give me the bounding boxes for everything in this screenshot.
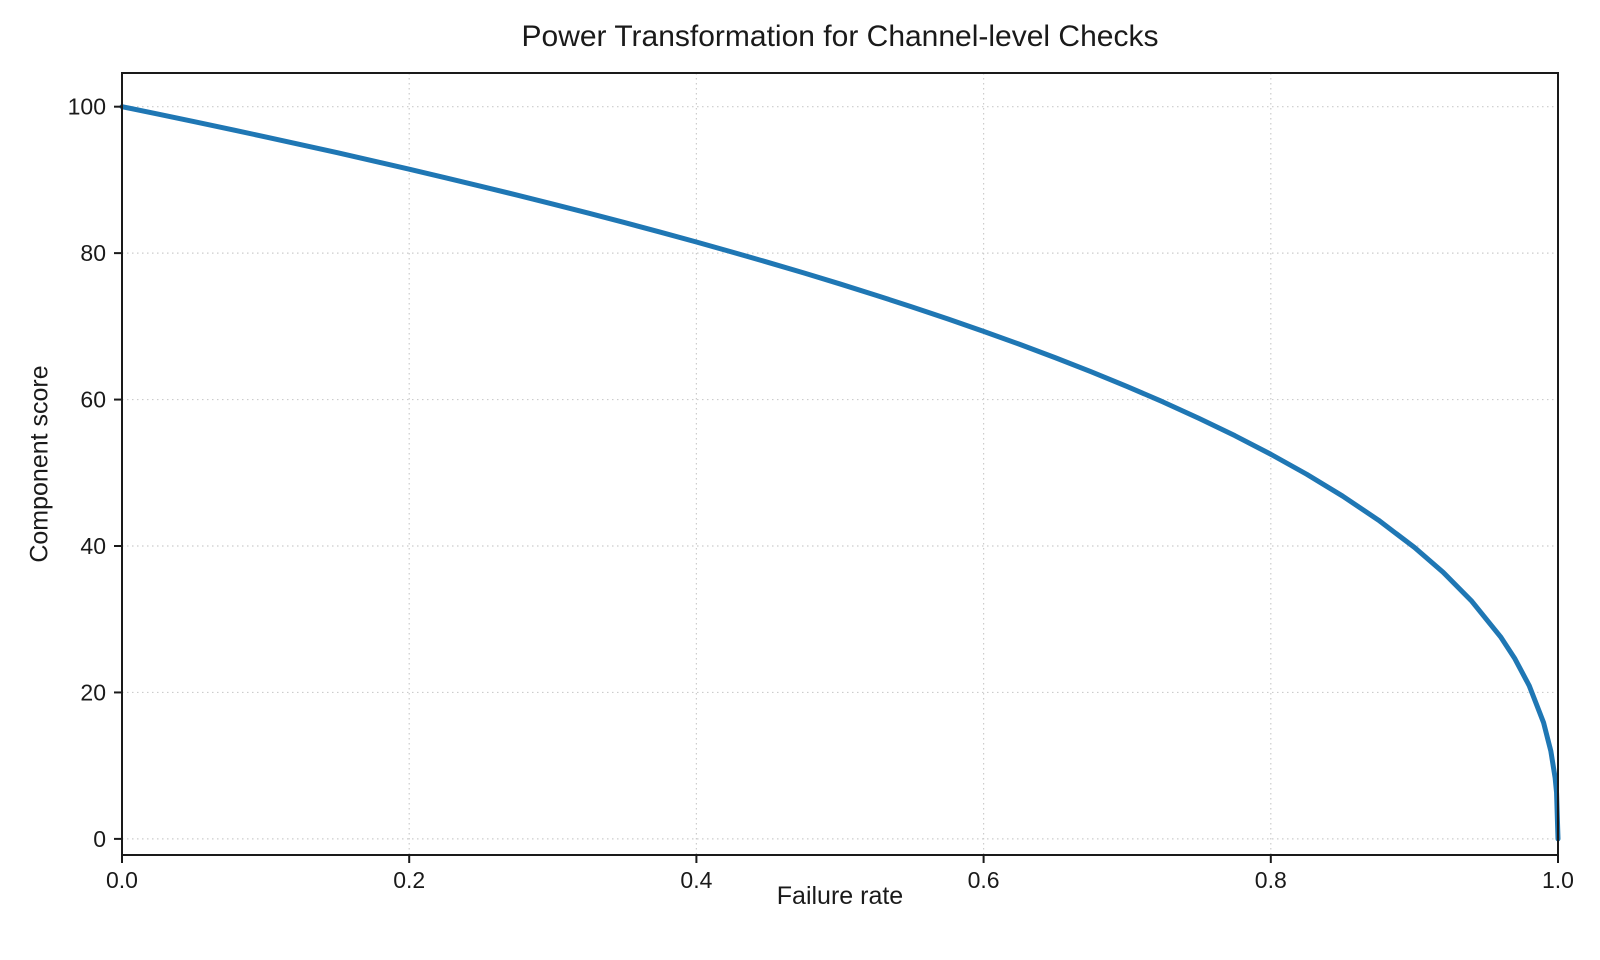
- y-axis-label: Component score: [25, 365, 54, 563]
- x-tick-label: 0.6: [968, 867, 1000, 893]
- y-tick-label: 40: [80, 533, 106, 559]
- y-tick-label: 20: [80, 679, 106, 705]
- x-axis-label: Failure rate: [776, 882, 904, 910]
- chart-title: Power Transformation for Channel-level C…: [521, 20, 1159, 53]
- y-tick-label: 80: [80, 240, 106, 266]
- component-score-curve-line: [119, 104, 1561, 842]
- y-tick-label: 0: [93, 826, 106, 852]
- x-tick-label: 0.0: [106, 867, 138, 893]
- x-tick-label: 0.8: [1255, 867, 1287, 893]
- x-tick-label: 0.2: [393, 867, 425, 893]
- y-tick-label: 60: [80, 387, 106, 413]
- y-tick-label: 100: [68, 94, 106, 120]
- x-tick-label: 1.0: [1542, 867, 1574, 893]
- axes-spines: [121, 72, 1559, 856]
- x-tick-label: 0.4: [680, 867, 712, 893]
